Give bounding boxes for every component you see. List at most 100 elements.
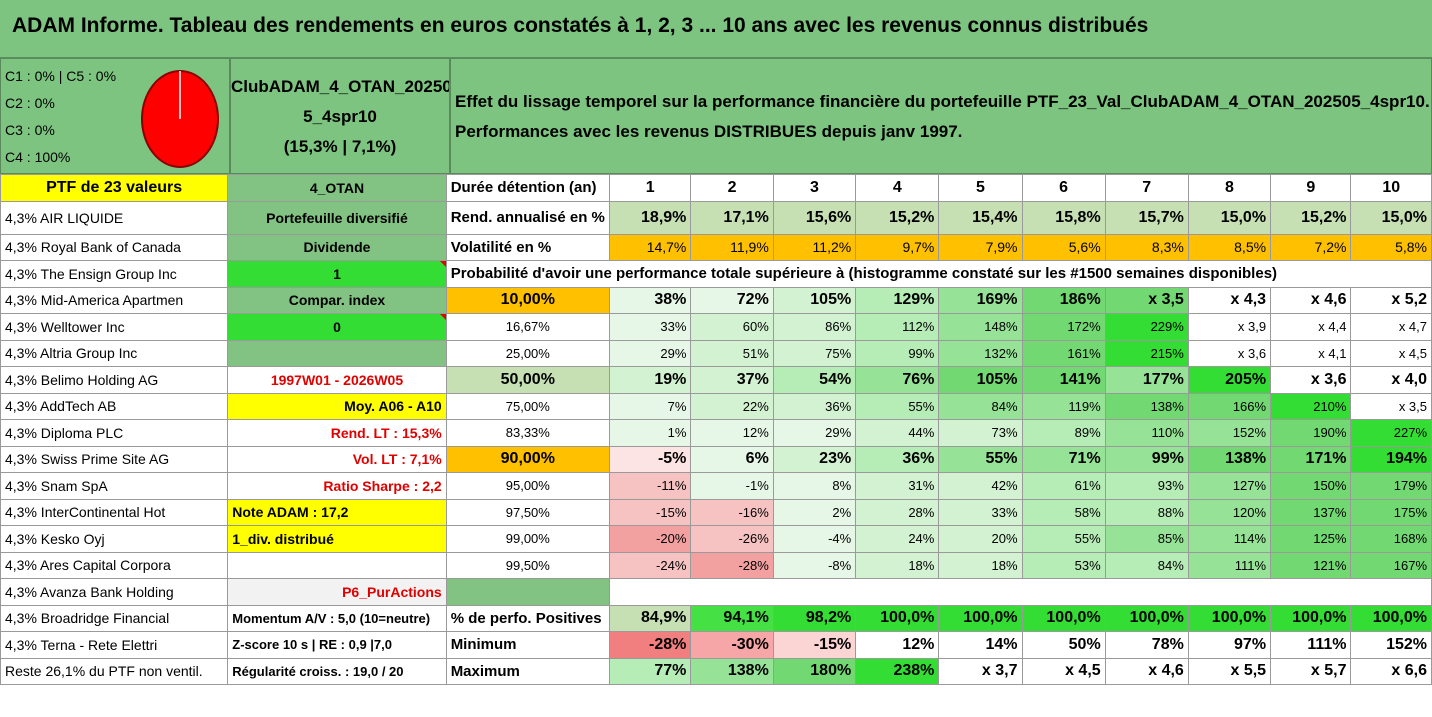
probability-value: 229% [1104, 313, 1189, 341]
probability-value: x 3,9 [1187, 313, 1272, 341]
probability-value: x 4,3 [1187, 286, 1272, 314]
portfolio-info-cell: Compar. index [227, 286, 447, 314]
description-line-2: Performances avec les revenus DISTRIBUES… [455, 122, 963, 141]
portfolio-info-cell: Moy. A06 - A10 [227, 392, 447, 420]
probability-value: 55% [855, 392, 940, 420]
probability-value: -20% [608, 525, 692, 553]
portfolio-info-cell: Note ADAM : 17,2 [227, 498, 447, 526]
empty-cell [445, 578, 610, 606]
probability-value: 55% [1021, 525, 1106, 553]
stock-weight-label: 4,3% Terna - Rete Elettri [0, 631, 229, 659]
probability-value: 36% [772, 392, 857, 420]
probability-value: 150% [1270, 472, 1352, 500]
probability-value: 60% [690, 313, 774, 341]
allocation-line-1: C1 : 0% | C5 : 0% [5, 68, 117, 84]
minimum-value: 50% [1021, 631, 1106, 659]
probability-value: x 4,7 [1350, 313, 1432, 341]
probability-value: 75% [772, 339, 857, 367]
probability-threshold: 50,00% [445, 366, 610, 394]
probability-value: 93% [1104, 472, 1189, 500]
probability-value: -28% [690, 551, 774, 579]
portfolio-name-line-1: ClubADAM_4_OTAN_20250 [231, 77, 450, 96]
volatility-value: 9,7% [855, 233, 940, 261]
probability-value: x 4,4 [1270, 313, 1352, 341]
probability-value: 112% [855, 313, 940, 341]
stock-weight-label: 4,3% Broadridge Financial [0, 604, 229, 632]
minimum-value: -15% [772, 631, 857, 659]
probability-value: 20% [938, 525, 1023, 553]
volatility-value: 8,3% [1104, 233, 1189, 261]
table-row: 4,3% Mid-America Apartmen Compar. index 10… [0, 286, 1432, 314]
stock-weight-label: 4,3% Mid-America Apartmen [0, 286, 229, 314]
stock-weight-label: 4,3% InterContinental Hot [0, 498, 229, 526]
probability-value: 71% [1021, 445, 1106, 473]
table-row: Reste 26,1% du PTF non ventil. Régularité… [0, 657, 1432, 685]
probability-value: -8% [772, 551, 857, 579]
probability-value: 86% [772, 313, 857, 341]
minimum-value: 97% [1187, 631, 1272, 659]
portfolio-name-line-3: (15,3% | 7,1%) [283, 137, 397, 156]
probability-value: 55% [938, 445, 1023, 473]
stock-weight-label: 4,3% Altria Group Inc [0, 339, 229, 367]
positive-perf-value: 100,0% [1021, 604, 1106, 632]
probability-value: 129% [855, 286, 940, 314]
portfolio-info-cell [227, 339, 447, 367]
positive-perf-value: 100,0% [938, 604, 1023, 632]
volatility-value: 5,8% [1350, 233, 1432, 261]
minimum-value: -30% [690, 631, 774, 659]
probability-threshold: 99,00% [445, 525, 610, 553]
probability-value: -24% [608, 551, 692, 579]
probability-value: -1% [690, 472, 774, 500]
year-header: 8 [1187, 174, 1272, 202]
stock-weight-label: 4,3% Belimo Holding AG [0, 366, 229, 394]
stock-weight-label: 4,3% Ares Capital Corpora [0, 551, 229, 579]
probability-value: 110% [1104, 419, 1189, 447]
probability-value: 190% [1270, 419, 1352, 447]
probability-value: 227% [1350, 419, 1432, 447]
maximum-value: 138% [690, 657, 774, 685]
probability-threshold: 95,00% [445, 472, 610, 500]
probability-value: 114% [1187, 525, 1272, 553]
probability-value: 99% [1104, 445, 1189, 473]
volatility-value: 7,9% [938, 233, 1023, 261]
portfolio-info-cell: Rend. LT : 15,3% [227, 419, 447, 447]
probability-value: 6% [690, 445, 774, 473]
probability-value: 8% [772, 472, 857, 500]
portfolio-info-cell: 1 [227, 260, 447, 288]
year-header: 6 [1021, 174, 1106, 202]
table-row: 4,3% Altria Group Inc 25,00% 29% 51% 75% 99% 1… [0, 339, 1432, 367]
portfolio-info-cell: Z-score 10 s | RE : 0,9 |7,0 [227, 631, 447, 659]
probability-value: 169% [938, 286, 1023, 314]
year-header: 9 [1270, 174, 1352, 202]
probability-threshold: 16,67% [445, 313, 610, 341]
annualized-return-value: 15,2% [855, 200, 940, 235]
table-row: 4,3% Kesko Oyj 1_div. distribué 99,00% -20%… [0, 525, 1432, 553]
maximum-value: 238% [855, 657, 940, 685]
maximum-label: Maximum [445, 657, 610, 685]
annualized-return-value: 17,1% [690, 200, 774, 235]
probability-value: x 5,2 [1350, 286, 1432, 314]
probability-value: 138% [1104, 392, 1189, 420]
probability-value: 22% [690, 392, 774, 420]
probability-value: 215% [1104, 339, 1189, 367]
probability-value: 38% [608, 286, 692, 314]
portfolio-count-label: PTF de 23 valeurs [0, 174, 229, 202]
minimum-label: Minimum [445, 631, 610, 659]
table-row: 4,3% InterContinental Hot Note ADAM : 17,… [0, 498, 1432, 526]
probability-value: 125% [1270, 525, 1352, 553]
maximum-value: x 4,6 [1104, 657, 1189, 685]
minimum-value: -28% [608, 631, 692, 659]
positive-perf-value: 100,0% [1350, 604, 1432, 632]
probability-value: x 4,0 [1350, 366, 1432, 394]
probability-value: -11% [608, 472, 692, 500]
maximum-value: x 4,5 [1021, 657, 1106, 685]
volatility-value: 5,6% [1021, 233, 1106, 261]
probability-value: 171% [1270, 445, 1352, 473]
probability-value: 76% [855, 366, 940, 394]
probability-value: 205% [1187, 366, 1272, 394]
probability-value: 7% [608, 392, 692, 420]
allocation-line-2: C2 : 0% [5, 95, 55, 111]
stock-weight-label: 4,3% The Ensign Group Inc [0, 260, 229, 288]
probability-value: 177% [1104, 366, 1189, 394]
